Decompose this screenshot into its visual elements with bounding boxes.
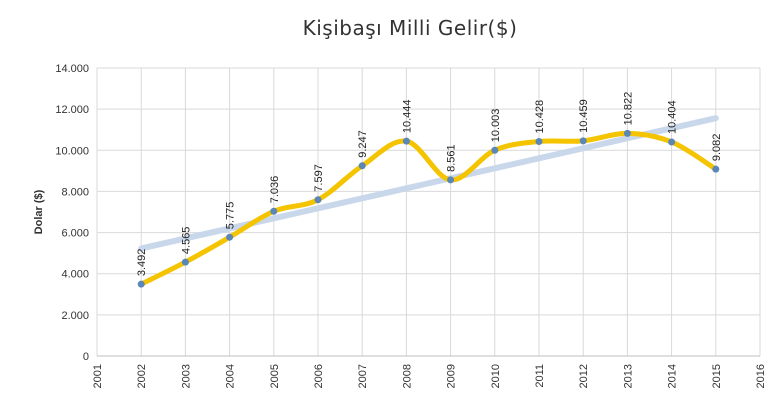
data-label: 5.775 <box>225 202 237 230</box>
x-tick-label: 2012 <box>578 364 590 388</box>
data-label: 3.492 <box>136 249 148 277</box>
y-tick-label: 6.000 <box>61 228 89 240</box>
data-point <box>226 233 234 241</box>
x-tick-label: 2013 <box>622 364 634 388</box>
x-tick-label: 2011 <box>534 364 546 388</box>
x-tick-label: 2001 <box>92 364 104 388</box>
data-point <box>447 176 455 184</box>
data-point <box>137 280 145 288</box>
y-tick-label: 12.000 <box>55 104 89 116</box>
data-label: 7.036 <box>269 176 281 204</box>
x-tick-label: 2015 <box>711 364 723 388</box>
y-tick-label: 0 <box>83 351 89 363</box>
data-point <box>668 138 676 146</box>
y-tick-label: 10.000 <box>55 145 89 157</box>
data-label: 10.459 <box>578 99 590 133</box>
x-tick-label: 2016 <box>755 364 767 388</box>
data-label: 9.247 <box>357 130 369 158</box>
x-tick-label: 2009 <box>446 364 458 388</box>
data-point <box>712 165 720 173</box>
trendline <box>138 115 719 252</box>
data-point <box>535 137 543 145</box>
data-label: 8.561 <box>446 144 458 172</box>
data-point <box>181 258 189 266</box>
x-tick-label: 2006 <box>313 364 325 388</box>
data-label: 10.822 <box>622 92 634 126</box>
data-label: 10.444 <box>401 99 413 133</box>
x-tick-label: 2005 <box>269 364 281 388</box>
grid-lines <box>96 67 761 356</box>
x-tick-label: 2004 <box>225 364 237 388</box>
data-label: 10.404 <box>667 100 679 134</box>
data-point <box>358 162 366 170</box>
x-tick-label: 2010 <box>490 364 502 388</box>
x-tick-labels: 2001 2002 2003 2004 2005 2006 2007 2008 2009 2010… <box>92 364 767 388</box>
y-tick-label: 2.000 <box>61 310 89 322</box>
data-point <box>579 137 587 145</box>
x-tick-label: 2003 <box>180 364 192 388</box>
x-tick-label: 2002 <box>136 364 148 388</box>
y-tick-labels: 0 2.000 4.000 6.000 8.000 10.000 12.000 14.000 <box>55 63 89 363</box>
y-axis-label: Dolar ($) <box>33 189 45 234</box>
data-label: 9.082 <box>711 134 723 162</box>
y-tick-label: 14.000 <box>55 63 89 75</box>
data-points <box>137 129 720 288</box>
data-point <box>270 207 278 215</box>
x-tick-label: 2008 <box>401 364 413 388</box>
data-labels: 3.492 4.565 5.775 7.036 7.597 9.247 10.444 8.56… <box>136 92 723 276</box>
data-label: 7.597 <box>313 164 325 192</box>
data-label: 4.565 <box>180 227 192 255</box>
y-tick-label: 4.000 <box>61 269 89 281</box>
series-line-layer <box>138 130 719 287</box>
x-tick-label: 2014 <box>667 364 679 388</box>
trendline-layer <box>138 115 719 252</box>
x-tick-label: 2007 <box>357 364 369 388</box>
data-label: 10.428 <box>534 100 546 134</box>
data-point <box>314 196 322 204</box>
data-point <box>623 129 631 137</box>
chart-title: Kişibaşı Milli Gelir($) <box>303 16 518 40</box>
y-tick-label: 8.000 <box>61 186 89 198</box>
data-label: 10.003 <box>490 109 502 143</box>
series-line <box>138 130 719 287</box>
data-point <box>402 137 410 145</box>
data-point <box>491 146 499 154</box>
